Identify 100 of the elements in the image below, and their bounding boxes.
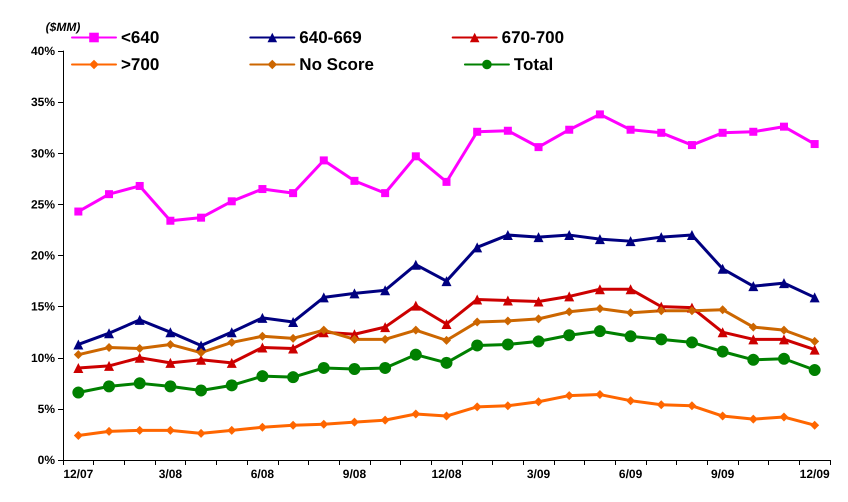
point [687,306,696,316]
x-tick-label: 3/08 [158,467,182,481]
point [594,234,605,244]
point [657,128,666,137]
point [442,276,452,286]
point [594,284,605,294]
x-tick-label: 3/09 [526,467,551,481]
point [412,152,420,160]
point [718,264,728,274]
point [626,284,636,294]
point [196,348,206,358]
point [626,236,636,246]
point [686,230,697,240]
point [471,339,484,352]
point [287,371,300,384]
point [379,362,392,374]
point [166,340,175,349]
point [289,189,298,198]
y-tick-label: 25% [30,197,56,212]
y-tick-label: 10% [30,350,56,365]
point [318,362,330,374]
x-tick-label: 12/08 [431,467,462,481]
point [164,380,176,392]
point [258,332,267,341]
point [440,356,452,369]
point [381,189,390,198]
point [594,325,606,338]
point [165,327,176,338]
point [349,288,360,298]
legend-label: <640 [121,28,160,47]
y-tick-label: 30% [30,146,56,160]
point [534,314,544,324]
point [442,412,451,421]
point [442,336,451,345]
point [258,422,267,432]
point [348,363,360,375]
point [472,294,482,304]
point [73,339,84,350]
y-tick-label: 0% [38,453,56,467]
point [74,430,83,440]
point [472,242,482,252]
point [655,333,668,346]
y-tick-label: 35% [30,95,56,110]
point [74,350,83,360]
point [626,396,636,406]
point [626,126,635,134]
x-tick-label: 6/09 [618,467,643,481]
point [748,414,758,424]
point [534,397,544,406]
legend-label: >700 [121,55,160,74]
x-tick-label: 12/07 [63,467,94,481]
point [810,292,820,302]
point [196,354,206,365]
point [411,409,420,418]
point [318,292,329,302]
point [565,126,574,134]
point [624,330,637,342]
point [226,358,237,368]
point [104,328,114,338]
point [226,379,238,392]
point [534,143,543,152]
point [688,141,696,150]
point [288,344,298,354]
point [257,342,268,353]
point [288,334,298,343]
point [718,128,727,137]
point [380,334,390,344]
point [74,208,82,216]
point [257,312,268,323]
point [534,232,544,242]
point [563,329,576,342]
point [564,291,574,302]
point [564,230,574,240]
point [226,327,237,338]
point [227,426,236,435]
point [134,377,146,390]
point [810,140,819,148]
x-tick-label: 9/09 [710,467,735,481]
point [72,386,84,399]
point [319,326,328,335]
point [810,420,820,430]
point [504,126,512,135]
x-tick-label: 9/08 [342,467,366,481]
point [749,128,758,136]
point [380,285,390,296]
point [656,306,666,316]
y-tick-label: 20% [30,248,56,262]
point [258,185,266,194]
point [73,362,84,373]
point [564,307,574,316]
point [534,296,544,307]
point [134,314,145,325]
point [473,128,482,136]
legend-label: 670-700 [502,28,564,47]
point [350,176,358,185]
point [165,358,176,368]
point [810,344,820,355]
point [779,326,788,335]
point [288,316,298,327]
point [532,335,545,348]
